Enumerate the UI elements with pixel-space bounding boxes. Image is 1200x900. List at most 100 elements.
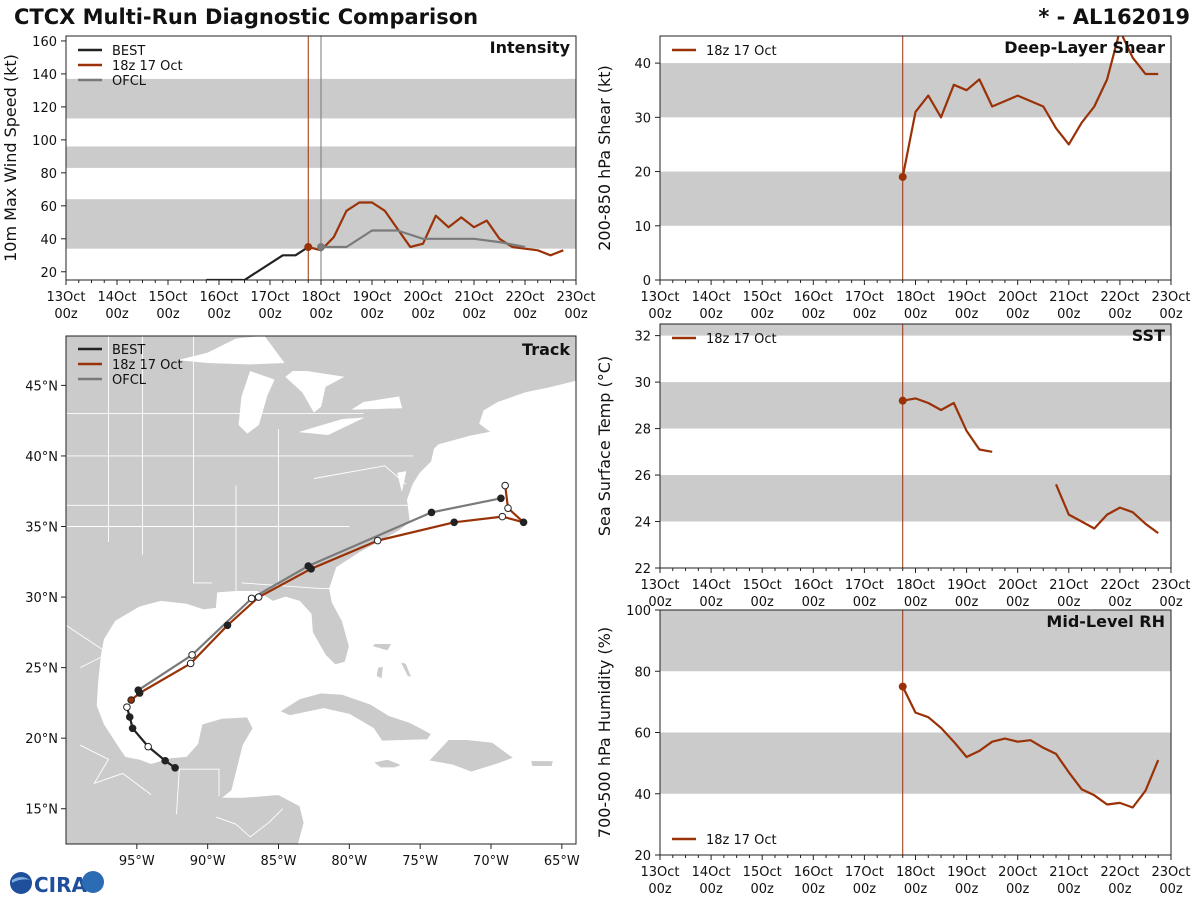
track-point-ofcl xyxy=(188,651,196,659)
track-point-run xyxy=(223,621,232,630)
track-point-run xyxy=(127,696,135,704)
intensity-legend-label: OFCL xyxy=(112,74,147,89)
intensity-ytick-label: 120 xyxy=(32,101,57,116)
shear-marker-run xyxy=(898,172,907,181)
intensity-xtick-hour: 00z xyxy=(207,307,231,322)
intensity-xtick-hour: 00z xyxy=(513,307,537,322)
shear-xtick-day: 21Oct xyxy=(1049,290,1088,305)
intensity-xtick-day: 17Oct xyxy=(250,290,289,305)
sst-xtick-hour: 00z xyxy=(853,595,877,610)
land-hispaniola xyxy=(427,739,515,773)
intensity-marker-run xyxy=(304,243,313,252)
track-legend-label: OFCL xyxy=(112,373,147,388)
track-point-run xyxy=(373,536,382,545)
track-point-best xyxy=(171,764,179,772)
sst-band-0 xyxy=(660,475,1171,522)
sst-xtick-day: 14Oct xyxy=(692,578,731,593)
intensity-xtick-day: 16Oct xyxy=(199,290,238,305)
rh-xtick-hour: 00z xyxy=(1159,882,1183,897)
track-ytick-label: 25°N xyxy=(25,662,58,677)
track-ytick-label: 40°N xyxy=(25,450,58,465)
rh-ytick-label: 80 xyxy=(634,665,651,680)
sst-xtick-day: 19Oct xyxy=(947,578,986,593)
intensity-xtick-day: 22Oct xyxy=(505,290,544,305)
intensity-xtick-day: 14Oct xyxy=(97,290,136,305)
sst-title: SST xyxy=(1132,326,1165,345)
track-point-ofcl xyxy=(304,562,313,570)
track-point-best xyxy=(123,703,131,711)
sst-xtick-hour: 00z xyxy=(1006,595,1030,610)
track-xtick-label: 95°W xyxy=(119,854,155,869)
track-point-run xyxy=(254,593,263,601)
track-map xyxy=(66,336,576,844)
intensity-xtick-hour: 00z xyxy=(258,307,282,322)
rh-xtick-hour: 00z xyxy=(955,882,979,897)
sst-ylabel: Sea Surface Temp (°C) xyxy=(595,356,614,536)
land-cuba xyxy=(279,692,433,742)
shear-band-1 xyxy=(660,63,1171,118)
shear-xtick-day: 20Oct xyxy=(998,290,1037,305)
shear-xtick-day: 23Oct xyxy=(1151,290,1190,305)
shear-xtick-hour: 00z xyxy=(1108,307,1132,322)
shear-xtick-hour: 00z xyxy=(802,307,826,322)
shear-band-0 xyxy=(660,171,1171,226)
globe-swirl xyxy=(12,877,30,883)
rh-xtick-day: 17Oct xyxy=(845,865,884,880)
track-point-best xyxy=(161,756,169,765)
track-point-run xyxy=(501,481,509,490)
page-title: CTCX Multi-Run Diagnostic Comparison xyxy=(14,5,479,29)
rh-xtick-hour: 00z xyxy=(751,882,775,897)
track-line-ofcl xyxy=(137,497,502,692)
shear-xtick-day: 17Oct xyxy=(845,290,884,305)
shear-xtick-day: 16Oct xyxy=(794,290,833,305)
intensity-ytick-label: 60 xyxy=(40,200,57,215)
rh-xtick-day: 19Oct xyxy=(947,865,986,880)
track-title: Track xyxy=(522,340,570,359)
track-point-run xyxy=(519,518,528,527)
rh-ytick-label: 40 xyxy=(634,788,651,803)
track-point-ofcl xyxy=(427,508,436,517)
track-point-run xyxy=(450,518,458,527)
lake-ontario xyxy=(351,396,403,410)
shear-xtick-hour: 00z xyxy=(751,307,775,322)
intensity-ytick-label: 100 xyxy=(32,134,57,149)
sst-xtick-day: 13Oct xyxy=(640,578,679,593)
track-point-ofcl xyxy=(497,494,505,503)
track-ytick-label: 15°N xyxy=(25,803,58,818)
track-xtick-label: 70°W xyxy=(473,854,509,869)
sst-series-run-1 xyxy=(1054,483,1159,534)
land-bahamas-3 xyxy=(399,661,413,679)
intensity-xtick-day: 23Oct xyxy=(556,290,595,305)
track-point-run xyxy=(504,504,512,512)
sst-series-run-0 xyxy=(902,397,993,453)
land-bahamas-2 xyxy=(375,665,384,680)
track-point-run xyxy=(186,659,195,668)
shear-xtick-hour: 00z xyxy=(648,307,672,322)
sst-ytick-label: 26 xyxy=(634,469,651,484)
land-jamaica xyxy=(372,758,403,769)
track-point-ofcl xyxy=(247,594,256,603)
rh-marker-run xyxy=(898,682,907,691)
sst-legend-label: 18z 17 Oct xyxy=(706,332,777,347)
shear-xtick-day: 13Oct xyxy=(640,290,679,305)
rh-ytick-label: 60 xyxy=(634,727,651,742)
rh-xtick-day: 20Oct xyxy=(998,865,1037,880)
sst-xtick-hour: 00z xyxy=(1108,595,1132,610)
sst-xtick-hour: 00z xyxy=(802,595,826,610)
rh-title: Mid-Level RH xyxy=(1046,612,1165,631)
sst-ytick-label: 32 xyxy=(634,330,651,345)
rh-xtick-day: 22Oct xyxy=(1100,865,1139,880)
intensity-xtick-hour: 00z xyxy=(564,307,588,322)
csu-icon xyxy=(82,871,104,893)
border-3 xyxy=(193,336,212,584)
track-frame xyxy=(65,335,577,845)
intensity-xtick-hour: 00z xyxy=(156,307,180,322)
track-ytick-label: 35°N xyxy=(25,521,58,536)
rh-xtick-hour: 00z xyxy=(853,882,877,897)
border-13 xyxy=(176,768,220,815)
sst-xtick-day: 17Oct xyxy=(845,578,884,593)
rh-xtick-day: 16Oct xyxy=(794,865,833,880)
sst-xtick-day: 15Oct xyxy=(743,578,782,593)
shear-xtick-hour: 00z xyxy=(1057,307,1081,322)
shear-ylabel: 200-850 hPa Shear (kt) xyxy=(595,65,614,251)
